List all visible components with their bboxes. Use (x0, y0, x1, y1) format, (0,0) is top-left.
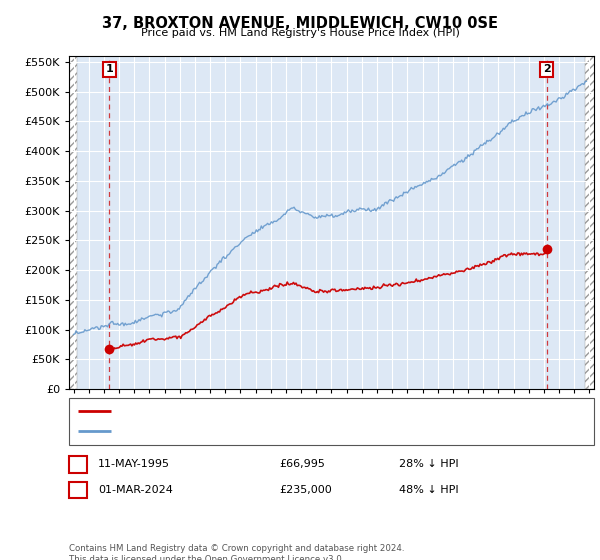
Text: 37, BROXTON AVENUE, MIDDLEWICH, CW10 0SE (detached house): 37, BROXTON AVENUE, MIDDLEWICH, CW10 0SE… (118, 406, 464, 416)
Text: Price paid vs. HM Land Registry's House Price Index (HPI): Price paid vs. HM Land Registry's House … (140, 28, 460, 38)
Text: 1: 1 (106, 64, 113, 74)
Text: 28% ↓ HPI: 28% ↓ HPI (399, 459, 458, 469)
Text: 2: 2 (74, 485, 82, 495)
Text: 37, BROXTON AVENUE, MIDDLEWICH, CW10 0SE: 37, BROXTON AVENUE, MIDDLEWICH, CW10 0SE (102, 16, 498, 31)
Text: 01-MAR-2024: 01-MAR-2024 (98, 485, 173, 495)
Text: 2: 2 (542, 64, 550, 74)
Text: 48% ↓ HPI: 48% ↓ HPI (399, 485, 458, 495)
Bar (69, 56, 77, 389)
Text: 11-MAY-1995: 11-MAY-1995 (98, 459, 170, 469)
Text: Contains HM Land Registry data © Crown copyright and database right 2024.
This d: Contains HM Land Registry data © Crown c… (69, 544, 404, 560)
Text: HPI: Average price, detached house, Cheshire East: HPI: Average price, detached house, Ches… (118, 426, 383, 436)
Text: £235,000: £235,000 (279, 485, 332, 495)
Text: 1: 1 (74, 459, 82, 469)
Bar (585, 56, 599, 389)
Text: £66,995: £66,995 (279, 459, 325, 469)
